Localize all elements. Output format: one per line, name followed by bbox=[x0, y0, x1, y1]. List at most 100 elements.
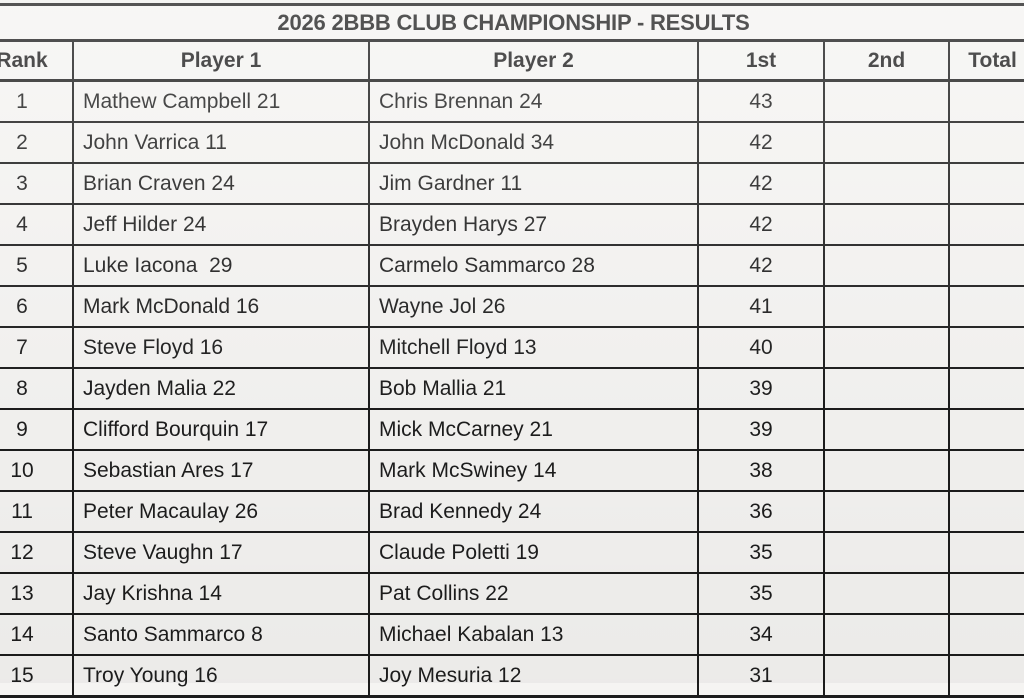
first-cell: 39 bbox=[697, 367, 825, 410]
total-cell bbox=[947, 79, 1024, 123]
header-rank: Rank bbox=[0, 39, 74, 82]
second-cell bbox=[823, 490, 950, 533]
table-row: 12 Steve Vaughn 17 Claude Poletti 19 35 bbox=[0, 531, 1024, 574]
results-table: 2026 2BBB CLUB CHAMPIONSHIP - RESULTS Ra… bbox=[0, 3, 1024, 698]
second-cell bbox=[823, 408, 950, 451]
first-cell: 42 bbox=[697, 203, 825, 246]
rank-cell: 4 bbox=[0, 203, 74, 246]
table-row: 3 Brian Craven 24 Jim Gardner 11 42 bbox=[0, 162, 1024, 205]
player2-cell: Mark McSwiney 14 bbox=[368, 449, 699, 492]
total-cell bbox=[947, 408, 1024, 451]
player1-cell: Santo Sammarco 8 bbox=[72, 613, 370, 656]
title-row: 2026 2BBB CLUB CHAMPIONSHIP - RESULTS bbox=[0, 3, 1024, 42]
player1-cell: Brian Craven 24 bbox=[72, 162, 370, 205]
total-cell bbox=[947, 490, 1024, 533]
table-row: 2 John Varrica 11 John McDonald 34 42 bbox=[0, 121, 1024, 164]
header-second: 2nd bbox=[823, 39, 950, 82]
player2-cell: Chris Brennan 24 bbox=[368, 79, 699, 123]
rank-cell: 2 bbox=[0, 121, 74, 164]
player1-cell: Sebastian Ares 17 bbox=[72, 449, 370, 492]
player2-cell: Bob Mallia 21 bbox=[368, 367, 699, 410]
header-row: Rank Player 1 Player 2 1st 2nd Total bbox=[0, 39, 1024, 82]
total-cell bbox=[947, 121, 1024, 164]
player2-cell: Carmelo Sammarco 28 bbox=[368, 244, 699, 287]
table-row: 6 Mark McDonald 16 Wayne Jol 26 41 bbox=[0, 285, 1024, 328]
table-row: 10 Sebastian Ares 17 Mark McSwiney 14 38 bbox=[0, 449, 1024, 492]
rank-cell: 14 bbox=[0, 613, 74, 656]
player1-cell: Mark McDonald 16 bbox=[72, 285, 370, 328]
rank-cell: 6 bbox=[0, 285, 74, 328]
table-row: 5 Luke Iacona 29 Carmelo Sammarco 28 42 bbox=[0, 244, 1024, 287]
second-cell bbox=[823, 572, 950, 615]
rank-cell: 13 bbox=[0, 572, 74, 615]
player1-cell: Steve Vaughn 17 bbox=[72, 531, 370, 574]
table-row: 14 Santo Sammarco 8 Michael Kabalan 13 3… bbox=[0, 613, 1024, 656]
player2-cell: Claude Poletti 19 bbox=[368, 531, 699, 574]
total-cell bbox=[947, 367, 1024, 410]
player2-cell: Jim Gardner 11 bbox=[368, 162, 699, 205]
first-cell: 36 bbox=[697, 490, 825, 533]
second-cell bbox=[823, 121, 950, 164]
rank-cell: 15 bbox=[0, 654, 74, 698]
player2-cell: Joy Mesuria 12 bbox=[368, 654, 699, 698]
total-cell bbox=[947, 613, 1024, 656]
second-cell bbox=[823, 79, 950, 123]
rank-cell: 8 bbox=[0, 367, 74, 410]
total-cell bbox=[947, 162, 1024, 205]
player1-cell: Jayden Malia 22 bbox=[72, 367, 370, 410]
second-cell bbox=[823, 613, 950, 656]
rank-cell: 10 bbox=[0, 449, 74, 492]
table-row: 15 Troy Young 16 Joy Mesuria 12 31 bbox=[0, 654, 1024, 698]
player1-cell: Clifford Bourquin 17 bbox=[72, 408, 370, 451]
second-cell bbox=[823, 203, 950, 246]
table-row: 8 Jayden Malia 22 Bob Mallia 21 39 bbox=[0, 367, 1024, 410]
player2-cell: Wayne Jol 26 bbox=[368, 285, 699, 328]
player1-cell: John Varrica 11 bbox=[72, 121, 370, 164]
total-cell bbox=[947, 326, 1024, 369]
second-cell bbox=[823, 449, 950, 492]
player2-cell: Mick McCarney 21 bbox=[368, 408, 699, 451]
second-cell bbox=[823, 367, 950, 410]
player1-cell: Troy Young 16 bbox=[72, 654, 370, 698]
rank-cell: 5 bbox=[0, 244, 74, 287]
rank-cell: 7 bbox=[0, 326, 74, 369]
second-cell bbox=[823, 244, 950, 287]
rank-cell: 11 bbox=[0, 490, 74, 533]
table-row: 11 Peter Macaulay 26 Brad Kennedy 24 36 bbox=[0, 490, 1024, 533]
first-cell: 38 bbox=[697, 449, 825, 492]
first-cell: 41 bbox=[697, 285, 825, 328]
first-cell: 34 bbox=[697, 613, 825, 656]
second-cell bbox=[823, 654, 950, 698]
table-row: 7 Steve Floyd 16 Mitchell Floyd 13 40 bbox=[0, 326, 1024, 369]
player1-cell: Jay Krishna 14 bbox=[72, 572, 370, 615]
first-cell: 42 bbox=[697, 121, 825, 164]
player2-cell: Pat Collins 22 bbox=[368, 572, 699, 615]
player2-cell: Michael Kabalan 13 bbox=[368, 613, 699, 656]
player1-cell: Peter Macaulay 26 bbox=[72, 490, 370, 533]
total-cell bbox=[947, 244, 1024, 287]
table-row: 9 Clifford Bourquin 17 Mick McCarney 21 … bbox=[0, 408, 1024, 451]
total-cell bbox=[947, 531, 1024, 574]
second-cell bbox=[823, 531, 950, 574]
header-player1: Player 1 bbox=[72, 39, 370, 82]
total-cell bbox=[947, 654, 1024, 698]
first-cell: 42 bbox=[697, 244, 825, 287]
first-cell: 42 bbox=[697, 162, 825, 205]
table-row: 1 Mathew Campbell 21 Chris Brennan 24 43 bbox=[0, 79, 1024, 123]
player2-cell: Brad Kennedy 24 bbox=[368, 490, 699, 533]
first-cell: 35 bbox=[697, 572, 825, 615]
player2-cell: Brayden Harys 27 bbox=[368, 203, 699, 246]
page-title: 2026 2BBB CLUB CHAMPIONSHIP - RESULTS bbox=[0, 3, 1024, 42]
total-cell bbox=[947, 449, 1024, 492]
header-player2: Player 2 bbox=[368, 39, 699, 82]
first-cell: 43 bbox=[697, 79, 825, 123]
total-cell bbox=[947, 203, 1024, 246]
player2-cell: John McDonald 34 bbox=[368, 121, 699, 164]
rank-cell: 9 bbox=[0, 408, 74, 451]
rank-cell: 12 bbox=[0, 531, 74, 574]
first-cell: 35 bbox=[697, 531, 825, 574]
header-first: 1st bbox=[697, 39, 825, 82]
player1-cell: Mathew Campbell 21 bbox=[72, 79, 370, 123]
first-cell: 40 bbox=[697, 326, 825, 369]
second-cell bbox=[823, 162, 950, 205]
